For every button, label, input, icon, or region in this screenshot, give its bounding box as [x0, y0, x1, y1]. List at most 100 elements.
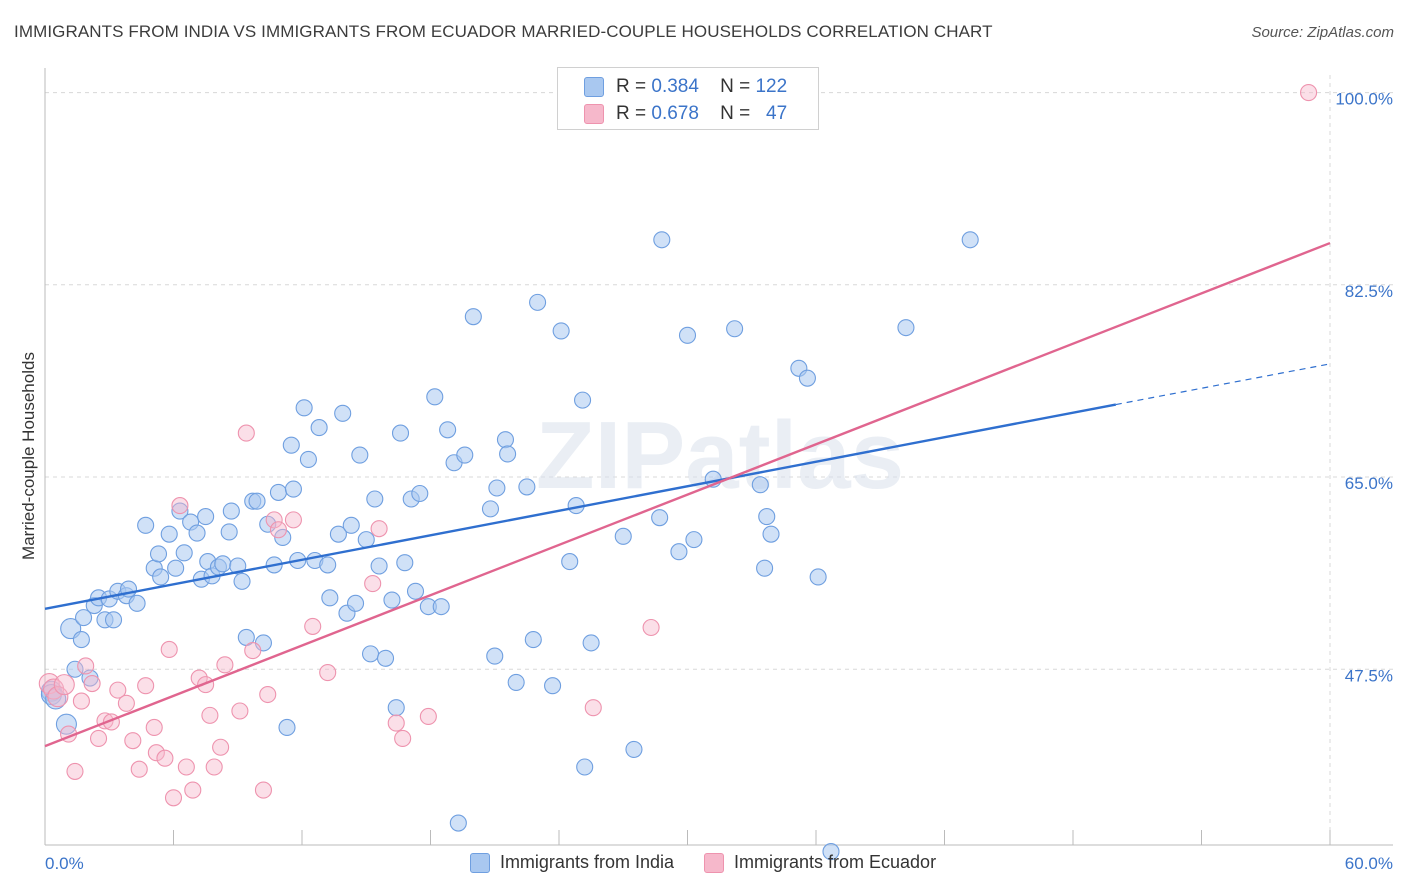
axes [44, 68, 1393, 846]
india-point [248, 492, 266, 510]
ecuador-point [184, 781, 202, 799]
india-point [295, 399, 313, 417]
india-point [449, 814, 467, 832]
india-point [171, 502, 189, 520]
india-point [651, 509, 669, 527]
legend: Immigrants from India Immigrants from Ec… [0, 852, 1406, 873]
ecuador-swatch [584, 104, 604, 124]
ecuador-point [216, 656, 234, 674]
legend-label-ecuador: Immigrants from Ecuador [734, 852, 937, 872]
india-point [762, 525, 780, 543]
india-point [387, 699, 405, 717]
india-point [376, 649, 395, 667]
ecuador-point [419, 707, 437, 726]
india-n-value: 122 [755, 76, 788, 97]
ecuador-point [642, 618, 660, 637]
y-axis-title: Married-couple Households [19, 352, 38, 560]
ecuador-point [47, 686, 69, 708]
india-point [197, 508, 215, 526]
legend-item-india[interactable]: Immigrants from India [469, 852, 674, 873]
chart-title: IMMIGRANTS FROM INDIA VS IMMIGRANTS FROM… [14, 22, 993, 41]
india-point [552, 322, 570, 340]
ecuador-point [304, 617, 322, 635]
india-point [576, 758, 594, 776]
india-point [128, 594, 146, 612]
ecuador-point [259, 685, 277, 704]
india-trend-line [44, 403, 1117, 611]
india-point [342, 516, 360, 534]
ecuador-point [77, 657, 95, 675]
india-point [507, 673, 525, 691]
india-point [137, 516, 155, 534]
india-point [411, 484, 429, 503]
ecuador-point [387, 714, 405, 732]
india-point [456, 446, 474, 464]
source-label: Source: ZipAtlas.com [1251, 24, 1394, 41]
ecuador-point [231, 702, 249, 720]
india-point [499, 445, 517, 463]
india-point [357, 531, 375, 549]
india-point [366, 490, 384, 508]
india-point [685, 531, 703, 549]
india-point [220, 523, 238, 541]
india-r-label: R = [616, 76, 647, 97]
india-point [383, 591, 401, 609]
india-point [614, 527, 632, 545]
ecuador-point [201, 706, 219, 724]
legend-item-ecuador[interactable]: Immigrants from Ecuador [704, 852, 936, 873]
india-point [481, 500, 500, 518]
india-point [544, 677, 562, 695]
india-n-label: N = [720, 76, 751, 97]
ecuador-r-label: R = [616, 103, 647, 124]
india-point [299, 450, 317, 469]
india-point [464, 308, 482, 326]
india-point [561, 553, 579, 571]
india-point [758, 508, 776, 526]
india-point [188, 524, 206, 542]
india-point [439, 421, 457, 439]
india-point [653, 231, 671, 249]
ecuador-point [265, 511, 283, 529]
india-point [798, 369, 816, 387]
legend-swatch-ecuador [704, 852, 724, 873]
india-point [214, 555, 232, 573]
india-point [370, 557, 388, 575]
india-point [167, 559, 185, 577]
ecuador-point [171, 497, 189, 515]
india-point [346, 594, 365, 612]
india-point [321, 589, 339, 607]
ecuador-point [137, 677, 155, 695]
ecuador-point [160, 640, 178, 659]
ecuador-point [284, 511, 302, 529]
ecuador-point [117, 694, 135, 712]
y-tick-label: 65.0% [1345, 474, 1393, 493]
ecuador-point [1300, 84, 1318, 102]
india-point [282, 436, 300, 454]
india-point [751, 476, 769, 494]
india-point [233, 572, 251, 590]
ecuador-point [66, 762, 84, 780]
ecuador-point [237, 424, 255, 442]
india-point [361, 645, 380, 663]
ecuador-point [269, 521, 287, 539]
india-point [152, 568, 170, 586]
india-point [625, 740, 643, 758]
ecuador-point [319, 663, 337, 682]
india-point [518, 478, 536, 496]
india-point [670, 543, 688, 561]
ecuador-point [124, 732, 142, 750]
ecuador-point [145, 718, 163, 737]
ecuador-point [147, 744, 165, 762]
india-point [496, 431, 515, 449]
stats-row-ecuador: R = 0.678 N = 47 [584, 102, 787, 126]
india-point [351, 446, 369, 464]
ecuador-trend-line [44, 241, 1331, 748]
legend-swatch-india [469, 852, 490, 873]
india-point [310, 419, 328, 437]
india-point [488, 479, 506, 497]
x-tick-label-max: 60.0% [1345, 854, 1393, 873]
india-point [55, 713, 77, 735]
india-point [426, 388, 444, 406]
india-point [66, 660, 84, 678]
